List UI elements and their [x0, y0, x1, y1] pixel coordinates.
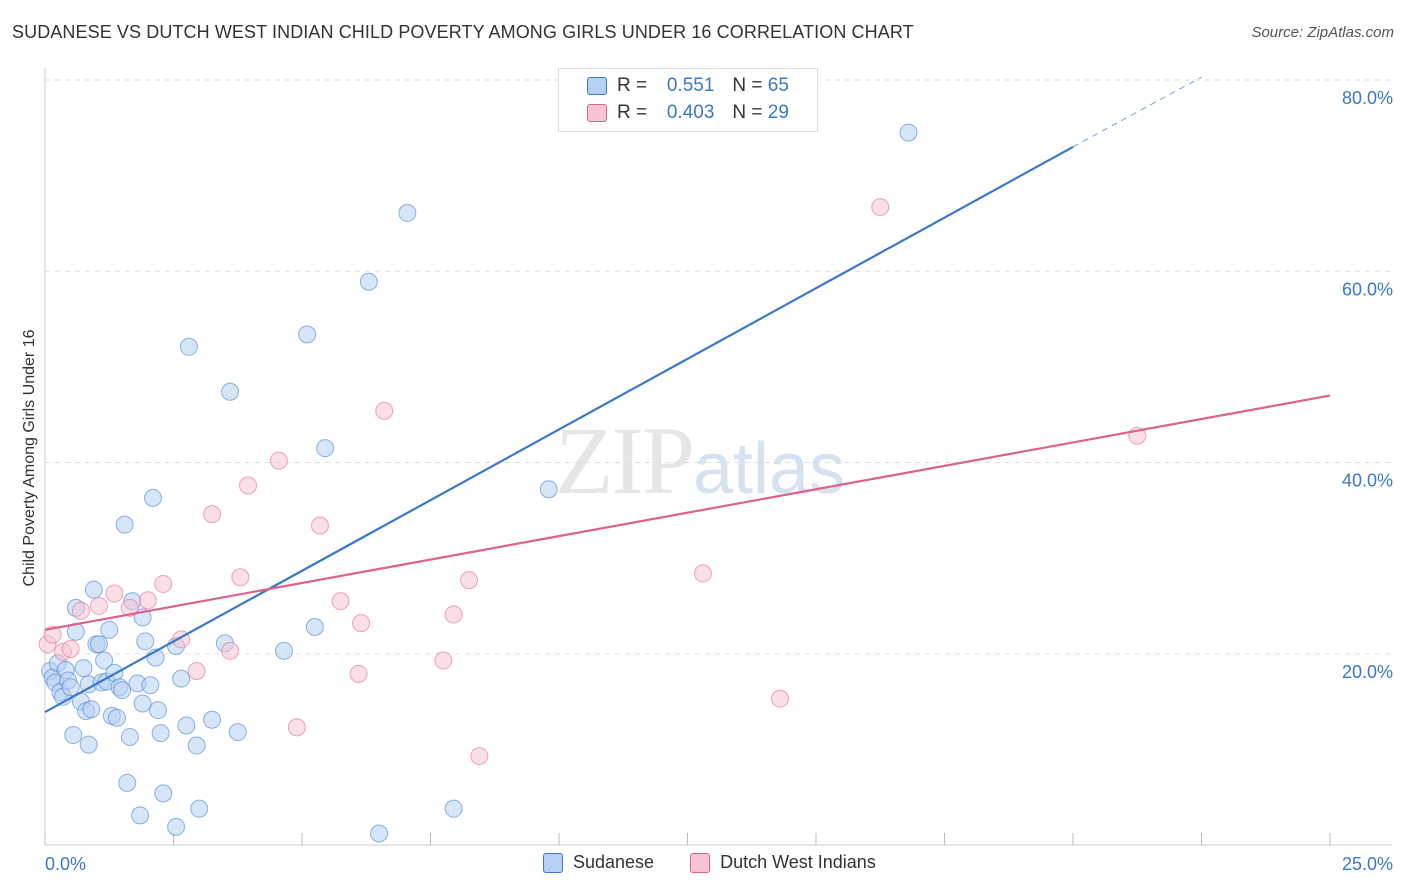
- trend-line-dutch-west-indians: [44, 394, 1331, 631]
- data-point-dutch-west-indians: [470, 747, 489, 766]
- x-tick-label: 0.0%: [45, 854, 86, 874]
- data-point-dutch-west-indians: [187, 661, 206, 680]
- legend-r-value: 0.403: [666, 102, 715, 123]
- data-point-dutch-west-indians: [331, 592, 350, 611]
- data-point-sudanese: [64, 726, 83, 745]
- legend-r-label: R =: [617, 75, 648, 96]
- legend-r-value: 0.551: [666, 75, 715, 96]
- data-point-sudanese: [120, 727, 139, 746]
- data-point-dutch-west-indians: [120, 598, 139, 617]
- data-point-sudanese: [177, 716, 196, 735]
- data-point-sudanese: [190, 799, 209, 818]
- data-point-dutch-west-indians: [693, 564, 712, 583]
- legend-r-label: R =: [617, 102, 648, 123]
- data-point-sudanese: [398, 203, 417, 222]
- data-point-sudanese: [115, 515, 134, 534]
- data-point-sudanese: [167, 817, 186, 836]
- series-legend: Sudanese Dutch West Indians: [543, 852, 876, 873]
- data-point-sudanese: [316, 439, 335, 458]
- data-point-sudanese: [899, 123, 918, 142]
- chart-title: SUDANESE VS DUTCH WEST INDIAN CHILD POVE…: [12, 22, 914, 42]
- data-point-sudanese: [149, 701, 168, 720]
- correlation-legend: R = 0.551 N = 65 R = 0.403 N = 29: [558, 68, 818, 132]
- data-point-sudanese: [143, 488, 162, 507]
- trend-line-extension-sudanese: [1072, 76, 1202, 148]
- data-point-sudanese: [228, 723, 247, 742]
- data-point-dutch-west-indians: [105, 584, 124, 603]
- data-point-sudanese: [131, 806, 150, 825]
- data-point-sudanese: [539, 480, 558, 499]
- data-point-dutch-west-indians: [460, 571, 479, 590]
- data-point-dutch-west-indians: [444, 605, 463, 624]
- data-point-sudanese: [95, 651, 114, 670]
- data-point-dutch-west-indians: [43, 625, 62, 644]
- data-point-sudanese: [154, 784, 173, 803]
- data-point-sudanese: [298, 325, 317, 344]
- data-point-dutch-west-indians: [138, 591, 157, 610]
- data-point-dutch-west-indians: [375, 401, 394, 420]
- data-point-dutch-west-indians: [89, 596, 108, 615]
- data-point-sudanese: [84, 580, 103, 599]
- y-tick-label: 60.0%: [1342, 279, 1393, 299]
- legend-swatch-dutch-west-indians: [587, 104, 607, 122]
- data-point-dutch-west-indians: [349, 664, 368, 683]
- y-tick-label: 80.0%: [1342, 88, 1393, 108]
- legend-swatch-sudanese: [587, 77, 607, 95]
- data-point-sudanese: [359, 272, 378, 291]
- data-point-dutch-west-indians: [434, 651, 453, 670]
- data-point-dutch-west-indians: [871, 198, 890, 217]
- data-point-sudanese: [141, 676, 160, 695]
- data-point-sudanese: [370, 824, 389, 843]
- data-point-dutch-west-indians: [154, 574, 173, 593]
- y-tick-label: 40.0%: [1342, 471, 1393, 491]
- data-point-dutch-west-indians: [310, 516, 329, 535]
- y-tick-label: 20.0%: [1342, 662, 1393, 682]
- trend-line-sudanese: [44, 145, 1074, 714]
- data-point-dutch-west-indians: [239, 476, 258, 495]
- legend-n-value: 29: [767, 102, 789, 123]
- zipatlas-watermark: ZIPatlas: [555, 407, 846, 514]
- data-point-sudanese: [61, 678, 80, 697]
- data-point-dutch-west-indians: [269, 451, 288, 470]
- data-point-dutch-west-indians: [231, 568, 250, 587]
- data-point-dutch-west-indians: [352, 614, 371, 633]
- chart-source: Source: ZipAtlas.com: [1251, 24, 1394, 41]
- data-point-sudanese: [151, 724, 170, 743]
- data-point-sudanese: [444, 799, 463, 818]
- x-tick-label: 25.0%: [1342, 854, 1393, 874]
- data-point-sudanese: [275, 641, 294, 660]
- data-point-dutch-west-indians: [61, 639, 80, 658]
- data-point-sudanese: [74, 659, 93, 678]
- data-point-sudanese: [305, 617, 324, 636]
- data-point-sudanese: [203, 710, 222, 729]
- legend-n-label: N =: [732, 75, 763, 96]
- data-point-dutch-west-indians: [71, 601, 90, 620]
- legend-row-dutch-west-indians: R = 0.403 N = 29: [587, 101, 789, 125]
- legend-label-sudanese: Sudanese: [573, 852, 655, 872]
- data-point-sudanese: [82, 700, 101, 719]
- legend-row-sudanese: R = 0.551 N = 65: [587, 74, 789, 98]
- data-point-sudanese: [107, 708, 126, 727]
- data-point-sudanese: [79, 735, 98, 754]
- data-point-sudanese: [179, 337, 198, 356]
- data-point-sudanese: [221, 382, 240, 401]
- data-point-dutch-west-indians: [203, 505, 222, 524]
- data-point-dutch-west-indians: [771, 689, 790, 708]
- data-point-sudanese: [133, 694, 152, 713]
- legend-swatch-sudanese: [543, 852, 563, 873]
- data-point-sudanese: [136, 632, 155, 651]
- data-point-dutch-west-indians: [221, 641, 240, 660]
- legend-n-label: N =: [732, 102, 763, 123]
- legend-n-value: 65: [767, 75, 789, 96]
- data-point-sudanese: [100, 620, 119, 639]
- data-point-sudanese: [187, 736, 206, 755]
- data-point-sudanese: [172, 669, 191, 688]
- data-point-sudanese: [113, 681, 132, 700]
- data-point-dutch-west-indians: [287, 718, 306, 737]
- data-point-sudanese: [118, 773, 137, 792]
- data-point-sudanese: [89, 635, 108, 654]
- legend-label-dutch-west-indians: Dutch West Indians: [720, 852, 876, 872]
- legend-swatch-dutch-west-indians: [690, 852, 711, 873]
